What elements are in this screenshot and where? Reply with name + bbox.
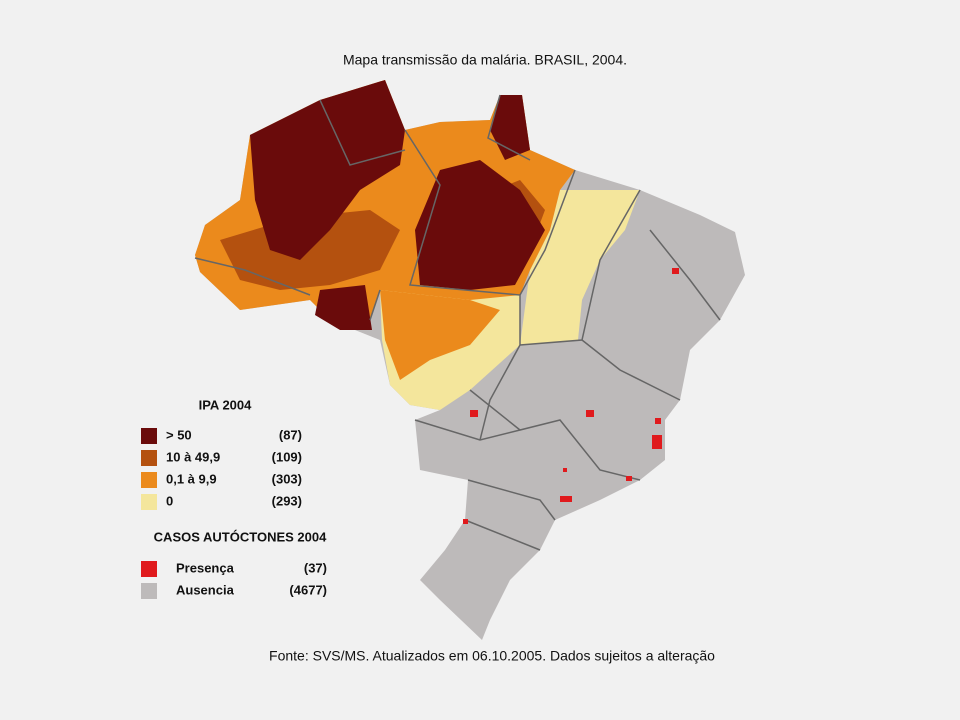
presence-point: [586, 410, 594, 417]
presence-point: [655, 418, 661, 424]
presence-point: [652, 435, 662, 449]
presence-points: [463, 268, 679, 524]
source-note: Fonte: SVS/MS. Atualizados em 06.10.2005…: [269, 648, 715, 664]
region-ipa-0: [520, 190, 640, 345]
presence-point: [470, 410, 478, 417]
legend-count: (109): [272, 449, 302, 464]
legend-title: CASOS AUTÓCTONES 2004: [154, 529, 327, 544]
presence-point: [563, 468, 567, 472]
legend-swatch: [141, 428, 157, 444]
presence-point: [463, 519, 468, 524]
legend-count: (293): [272, 493, 302, 508]
presence-point: [560, 496, 572, 502]
legend-count: (37): [304, 560, 327, 575]
region-ipa-high: [250, 80, 405, 260]
brazil-map: [194, 80, 745, 640]
legend-label: 0,1 à 9,9: [166, 471, 217, 486]
legend-label: Ausencia: [176, 582, 235, 597]
legend-count: (87): [279, 427, 302, 442]
state-borders: [194, 94, 721, 551]
legend-count: (4677): [289, 582, 327, 597]
legend: IPA 2004 CASOS AUTÓCTONES 2004 > 50 (87) 1…: [141, 397, 327, 599]
region-ipa-high: [415, 160, 545, 290]
legend-swatch: [141, 494, 157, 510]
presence-point: [672, 268, 679, 274]
legend-count: (303): [272, 471, 302, 486]
legend-swatch: [141, 583, 157, 599]
legend-label: 0: [166, 493, 173, 508]
legend-label: > 50: [166, 427, 192, 442]
legend-swatch: [141, 472, 157, 488]
presence-point: [626, 476, 632, 481]
legend-swatch: [141, 561, 157, 577]
legend-title: IPA 2004: [199, 397, 253, 412]
legend-swatch: [141, 450, 157, 466]
map-title: Mapa transmissão da malária. BRASIL, 200…: [343, 52, 627, 68]
region-ipa-low: [380, 290, 500, 380]
legend-label: 10 à 49,9: [166, 449, 220, 464]
legend-label: Presença: [176, 560, 235, 575]
region-ipa-high: [315, 285, 372, 330]
